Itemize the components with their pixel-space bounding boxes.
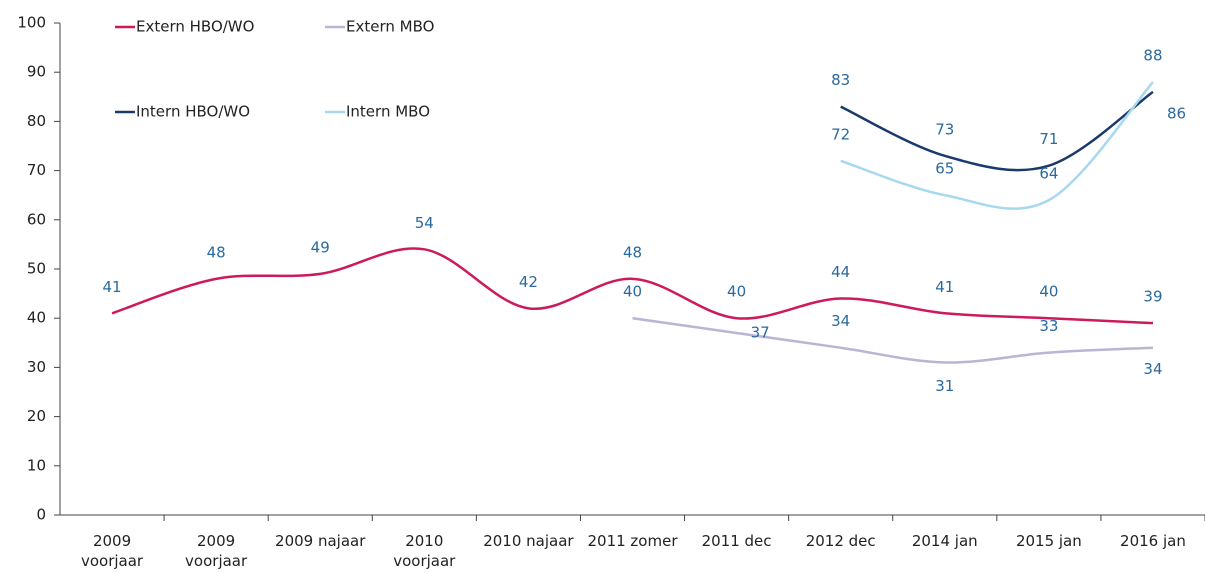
data-label: 34 (1143, 360, 1162, 378)
data-label: 34 (831, 312, 850, 330)
data-label: 40 (623, 283, 642, 301)
data-label: 37 (751, 323, 770, 341)
data-label: 31 (935, 377, 954, 395)
y-tick-label: 100 (17, 14, 46, 32)
data-label: 39 (1143, 288, 1162, 306)
y-tick-label: 0 (36, 506, 46, 524)
data-label: 71 (1039, 130, 1058, 148)
data-label: 64 (1039, 165, 1058, 183)
x-tick-label: 2011 zomer (587, 532, 678, 550)
x-tick-label: 2010 voorjaar (393, 532, 456, 570)
line (840, 90, 1154, 172)
x-tick-label: 2010 najaar (483, 532, 574, 550)
x-tick-label: 2014 jan (911, 532, 978, 550)
data-label: 44 (831, 263, 850, 281)
data-label: 48 (623, 243, 642, 261)
y-tick-label: 80 (27, 112, 46, 130)
y-tick-label: 40 (27, 309, 46, 327)
line (840, 81, 1154, 210)
x-tick-label: 2009 najaar (275, 532, 366, 550)
data-label: 88 (1143, 47, 1162, 65)
data-label: 33 (1039, 317, 1058, 335)
x-tick-label: 2012 dec (805, 532, 876, 550)
y-tick-label: 90 (27, 63, 46, 81)
y-tick-label: 50 (27, 260, 46, 278)
data-label: 83 (831, 71, 850, 89)
data-label: 54 (415, 214, 434, 232)
x-tick-label: 2015 jan (1015, 532, 1082, 550)
y-tick-label: 20 (27, 407, 46, 425)
y-tick-label: 70 (27, 161, 46, 179)
data-label: 49 (311, 238, 330, 256)
x-tick-label: 2009 voorjaar (185, 532, 248, 570)
legend-label: Intern HBO/WO (136, 103, 250, 121)
data-label: 41 (102, 278, 121, 296)
x-tick-label: 2011 dec (701, 532, 772, 550)
x-tick-label: 2009 voorjaar (80, 532, 144, 570)
data-label: 86 (1167, 104, 1186, 122)
data-label: 40 (1039, 283, 1058, 301)
x-tick-label: 2016 jan (1120, 532, 1186, 550)
y-tick-label: 30 (27, 358, 46, 376)
legend-label: Extern HBO/WO (136, 18, 254, 36)
line (632, 316, 1154, 364)
legend-label: Extern MBO (346, 18, 434, 36)
data-label: 73 (935, 120, 954, 138)
line (111, 247, 1154, 325)
data-label: 48 (207, 243, 226, 261)
data-label: 40 (727, 283, 746, 301)
data-label: 42 (519, 273, 538, 291)
data-label: 65 (935, 160, 954, 178)
y-tick-label: 10 (27, 456, 46, 474)
y-tick-label: 60 (27, 210, 46, 228)
legend-label: Intern MBO (346, 103, 430, 121)
data-label: 41 (935, 278, 954, 296)
data-label: 72 (831, 125, 850, 143)
